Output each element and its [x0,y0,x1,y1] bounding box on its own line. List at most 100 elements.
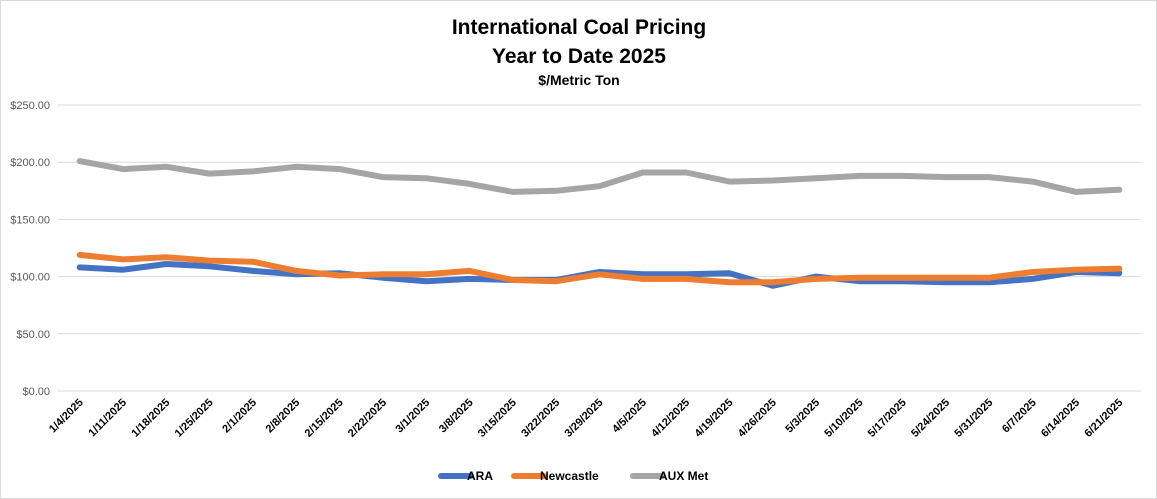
data-point [813,276,819,282]
data-point [337,166,343,172]
data-point [77,252,83,258]
data-point [337,273,343,278]
data-point [1116,266,1122,272]
data-point [163,164,169,170]
x-tick-label: 5/24/2025 [909,397,952,440]
data-point [250,168,256,174]
y-tick-label: $200.00 [10,157,50,169]
x-tick-label: 2/22/2025 [346,397,389,440]
x-tick-label: 3/15/2025 [476,397,519,440]
data-point [77,158,83,164]
data-point [856,275,862,281]
x-tick-label: 5/10/2025 [822,397,865,440]
legend-item: AUX Met [630,469,708,483]
data-point [467,181,472,187]
data-point [1116,270,1122,276]
series-lines [76,158,1123,289]
data-point [727,179,732,185]
data-point [1030,269,1036,275]
x-tick-label: 1/25/2025 [173,397,216,440]
data-point [380,271,386,277]
x-tick-label: 2/8/2025 [264,397,303,436]
x-tick-label: 6/21/2025 [1082,397,1125,440]
x-tick-label: 5/17/2025 [866,397,909,440]
data-point [77,264,83,270]
y-tick-label: $150.00 [10,214,50,226]
chart-unit-label: $/Metric Ton [538,72,619,88]
data-point [597,183,602,189]
data-point [856,173,862,179]
data-point [900,173,906,179]
y-axis-ticks: $0.00 $50.00 $100.00 $150.00 $200.00 $250.00 [10,100,50,398]
x-tick-label: 3/8/2025 [437,397,476,436]
data-point [467,276,472,282]
data-point [683,276,689,282]
y-tick-label: $0.00 [22,386,50,398]
data-point [1116,187,1122,193]
data-point [120,166,126,172]
legend-label: ARA [467,469,493,483]
data-point [510,277,516,283]
data-point [900,275,906,281]
data-point [250,268,256,274]
x-axis-ticks: 1/4/2025 1/11/2025 1/18/2025 1/25/2025 2/1/2… [47,397,1125,440]
y-tick-label: $50.00 [16,329,50,341]
data-point [943,275,949,281]
x-tick-label: 3/29/2025 [563,397,606,440]
x-tick-label: 3/22/2025 [519,397,562,440]
data-point [770,178,776,183]
data-point [683,170,689,175]
data-point [770,279,776,285]
data-point [1030,179,1036,185]
data-point [207,171,213,177]
x-tick-label: 1/18/2025 [129,397,172,440]
x-tick-label: 2/15/2025 [303,397,346,440]
data-point [986,275,992,281]
x-tick-label: 5/31/2025 [952,397,995,440]
x-tick-label: 2/1/2025 [220,397,259,436]
x-tick-label: 1/4/2025 [47,397,86,436]
x-tick-label: 3/1/2025 [394,397,433,436]
data-point [943,174,949,180]
data-point [727,279,732,285]
data-point [423,271,429,277]
data-point [640,170,646,175]
data-point [597,271,602,277]
data-point [163,261,169,267]
data-point [380,174,386,180]
data-point [423,278,429,284]
x-tick-label: 1/11/2025 [86,397,129,440]
x-tick-label: 4/19/2025 [692,397,735,440]
x-tick-label: 6/14/2025 [1039,397,1082,440]
data-point [293,268,299,274]
legend-label: AUX Met [659,469,708,483]
data-point [640,276,646,282]
legend: ARA Newcastle AUX Met [438,469,708,483]
chart-subtitle: Year to Date 2025 [492,45,666,68]
data-point [683,271,689,277]
chart-title: International Coal Pricing [452,16,706,39]
data-point [640,271,646,277]
data-point [1030,276,1036,282]
data-point [1073,189,1079,195]
x-tick-label: 4/26/2025 [736,397,779,440]
data-point [423,175,429,181]
legend-item: ARA [438,469,493,483]
data-point [250,259,256,265]
gridlines [58,104,1141,392]
legend-label: Newcastle [540,469,599,483]
x-tick-label: 6/7/2025 [1000,397,1039,436]
data-point [120,267,126,273]
data-point [553,278,559,284]
x-tick-label: 4/12/2025 [649,397,692,440]
data-point [813,175,819,181]
data-point [207,263,213,269]
data-point [727,270,732,276]
data-point [553,188,559,194]
data-point [120,256,126,262]
data-point [510,189,516,195]
data-point [1073,267,1079,273]
x-tick-label: 4/5/2025 [610,397,649,436]
